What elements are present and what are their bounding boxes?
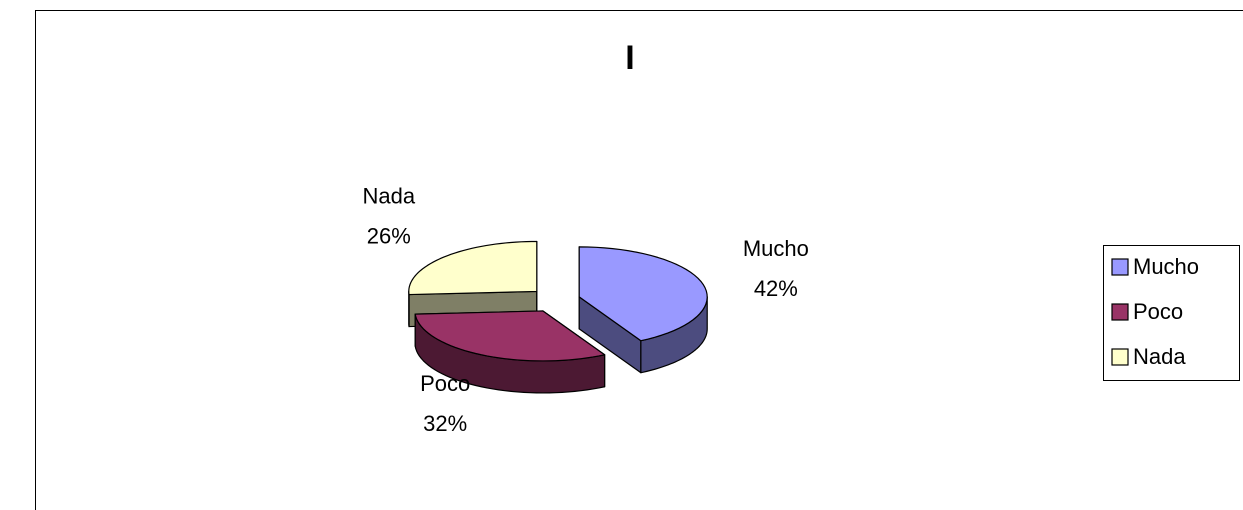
legend-label: Nada [1133, 344, 1186, 369]
data-label-name: Mucho [743, 236, 809, 261]
legend-label: Mucho [1133, 254, 1199, 279]
slice [414, 310, 606, 362]
data-label-value: 32% [423, 411, 467, 436]
legend-swatch [1111, 303, 1129, 321]
data-label-value: 42% [754, 276, 798, 301]
data-label-name: Nada [362, 184, 415, 209]
legend-swatch [1111, 348, 1129, 366]
slice [578, 246, 708, 342]
legend-swatch [1111, 258, 1129, 276]
legend-label: Poco [1133, 299, 1183, 324]
chart-title: I [625, 39, 634, 77]
data-label-value: 26% [367, 224, 411, 249]
data-label-name: Poco [420, 371, 470, 396]
slice [408, 240, 538, 296]
